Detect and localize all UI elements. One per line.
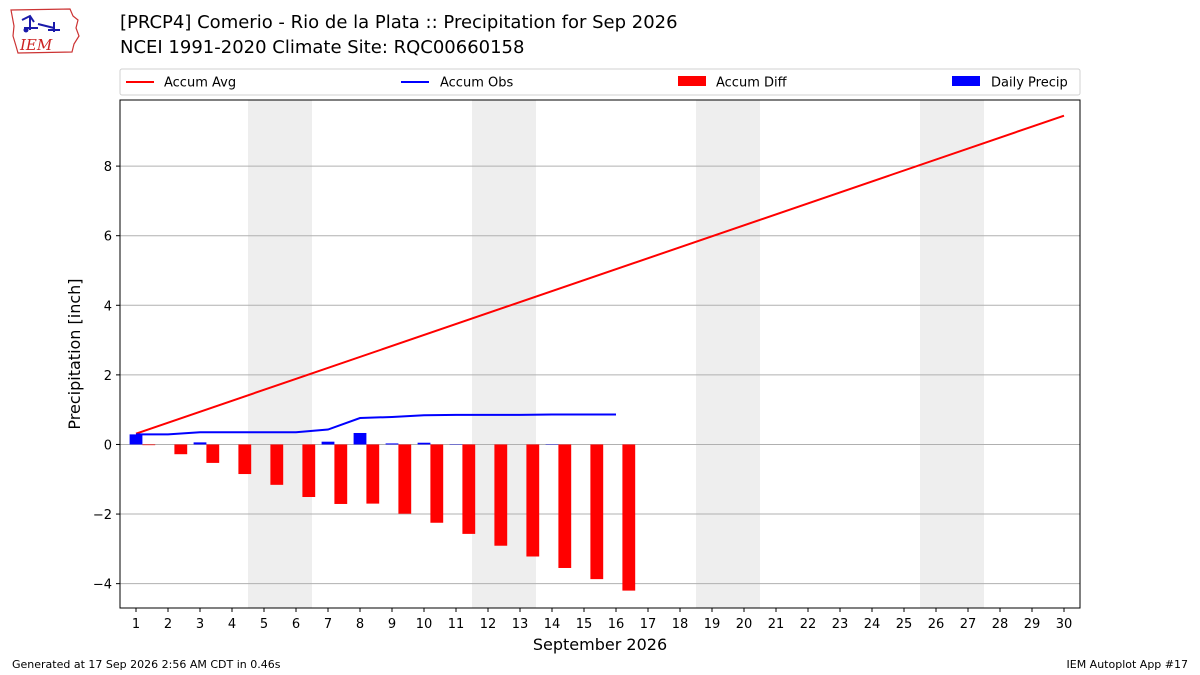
legend-label-daily: Daily Precip [991,76,1068,91]
accum-diff-bar [142,444,156,446]
x-tick-label: 19 [704,617,721,632]
accum-diff-bar [302,444,316,498]
legend-swatch-diff [678,76,706,86]
x-tick-label: 17 [640,617,657,632]
x-axis-label: September 2026 [533,635,667,654]
accum-diff-bar [494,444,508,546]
chart-title: [PRCP4] Comerio - Rio de la Plata :: Pre… [120,12,678,33]
x-tick-label: 2 [164,617,172,632]
x-tick-label: 7 [324,617,332,632]
x-tick-label: 21 [768,617,785,632]
bars [129,432,636,591]
x-tick-label: 12 [480,617,497,632]
daily-precip-bar [417,442,431,445]
x-tick-label: 8 [356,617,364,632]
legend-swatch-daily [952,76,980,86]
x-tick-label: 16 [608,617,625,632]
weekend-shading [248,100,984,608]
daily-precip-bar [385,443,399,445]
x-tick-label: 4 [228,617,236,632]
logo-text: IEM [19,36,53,54]
sensor-dot-icon [23,27,29,33]
x-tick-label: 15 [576,617,593,632]
y-axis-label: Precipitation [inch] [65,278,84,429]
y-tick-label: −4 [93,578,112,593]
series-lines [135,114,1065,436]
x-tick-label: 24 [864,617,881,632]
x-tick-label: 9 [388,617,396,632]
accum-diff-bar [206,444,220,463]
iem-logo: IEM [10,8,80,54]
x-tick-label: 14 [544,617,561,632]
daily-precip-bar [193,442,207,445]
weekend-band [696,100,760,608]
accum-diff-bar [270,444,284,485]
y-tick-label: 2 [104,369,112,384]
app-label: IEM Autoplot App #17 [1066,658,1189,671]
accum-diff-bar [334,444,348,504]
y-tick-label: 6 [104,230,112,245]
accum-diff-bar [366,444,380,504]
accum-diff-bar [238,444,252,475]
legend-label-obs: Accum Obs [440,76,513,91]
iowa-outline-icon [10,8,80,54]
accum-diff-bar [462,444,476,534]
x-tick-label: 25 [896,617,913,632]
accum-obs-line [136,413,616,436]
weekend-band [248,100,312,608]
y-tick-label: 8 [104,160,112,175]
y-tick-label: −2 [93,508,112,523]
generated-timestamp: Generated at 17 Sep 2026 2:56 AM CDT in … [12,658,281,671]
x-tick-label: 10 [416,617,433,632]
chart-subtitle: NCEI 1991-2020 Climate Site: RQC00660158 [120,37,525,58]
x-tick-label: 13 [512,617,529,632]
accum-diff-bar [558,444,572,568]
accum-diff-bar [526,444,540,557]
legend-label-avg: Accum Avg [164,76,236,91]
x-tick-label: 23 [832,617,849,632]
x-tick-label: 18 [672,617,689,632]
accum-diff-bar [622,444,636,591]
x-tick-label: 30 [1056,617,1073,632]
y-tick-label: 4 [104,299,112,314]
plot-frame [119,99,1081,609]
daily-precip-bar [129,434,143,445]
x-tick-label: 5 [260,617,268,632]
accum-diff-bar [174,444,188,455]
legend: Accum Avg Accum Obs Accum Diff Daily Pre… [119,68,1081,96]
x-tick-label: 27 [960,617,977,632]
x-tick-label: 20 [736,617,753,632]
accum-diff-bar [430,444,444,523]
x-tick-label: 29 [1024,617,1041,632]
weekend-band [920,100,984,608]
accum-diff-bar [398,444,412,514]
accum-diff-bar [590,444,604,580]
x-tick-label: 28 [992,617,1009,632]
x-tick-label: 22 [800,617,817,632]
y-axis: −4 −2 0 2 4 6 8 [93,160,120,593]
weather-station-icon [21,14,60,32]
y-tick-label: 0 [104,438,112,453]
accum-avg-line [135,114,1065,435]
daily-precip-bar [353,432,367,445]
x-tick-label: 26 [928,617,945,632]
legend-label-diff: Accum Diff [716,76,788,91]
legend-frame [119,68,1081,96]
x-tick-label: 6 [292,617,300,632]
x-tick-label: 1 [132,617,140,632]
x-tick-label: 3 [196,617,204,632]
daily-precip-bar [321,441,335,445]
x-tick-label: 11 [448,617,465,632]
x-axis: 1 2 3 4 5 6 7 8 9 10 11 12 13 14 15 16 17 18 19 20 21 22 23 24 2… [132,608,1072,632]
